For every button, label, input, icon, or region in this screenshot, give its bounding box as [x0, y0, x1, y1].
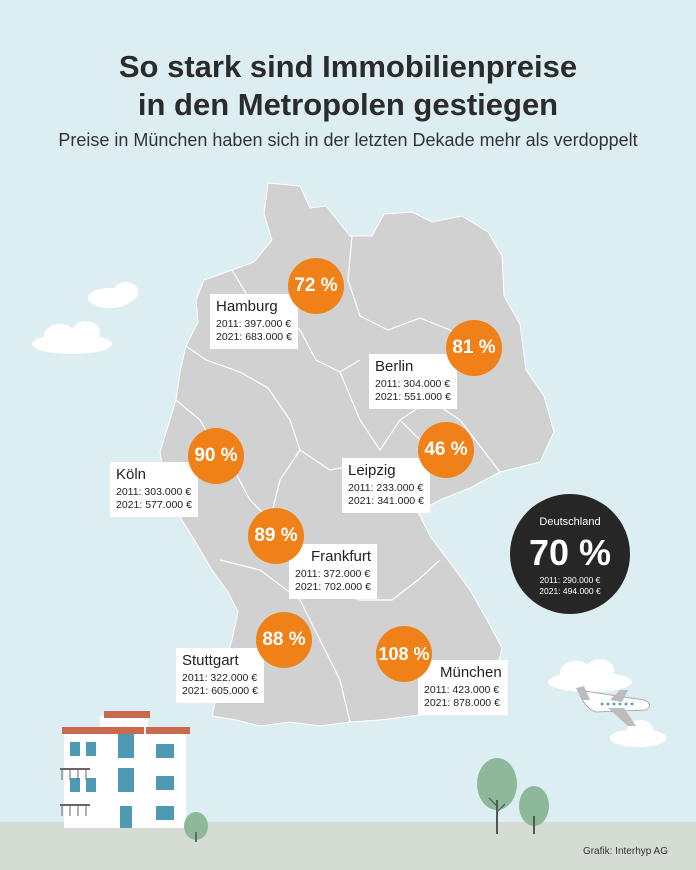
price-2011: 2011: 233.000 € [348, 482, 424, 494]
percent-badge-frankfurt: 89 % [248, 508, 304, 564]
price-2011: 2011: 372.000 € [295, 568, 371, 580]
city-card-muenchen: München 2011: 423.000 € 2021: 878.000 € [418, 660, 508, 715]
city-name: Frankfurt [311, 548, 372, 565]
price-2021: 2021: 551.000 € [375, 391, 451, 403]
price-2011: 2011: 303.000 € [116, 486, 192, 498]
city-card-leipzig: Leipzig 2011: 233.000 € 2021: 341.000 € [342, 458, 430, 513]
price-2021: 2021: 878.000 € [424, 697, 500, 709]
page-title-line-2: in den Metropolen gestiegen [137, 87, 559, 122]
price-2021: 2021: 341.000 € [348, 495, 424, 507]
page-subtitle: Preise in München haben sich in der letz… [58, 130, 638, 150]
germany-price-2021: 2021: 494.000 € [539, 586, 601, 596]
cloud-icon [88, 282, 138, 308]
price-2021: 2021: 605.000 € [182, 685, 258, 697]
image-credit: Grafik: Interhyp AG [582, 846, 668, 857]
ground-strip [0, 822, 696, 870]
cloud-icon [32, 321, 112, 354]
city-name: Stuttgart [182, 652, 239, 669]
price-2021: 2021: 577.000 € [116, 499, 192, 511]
price-2021: 2021: 702.000 € [295, 581, 371, 593]
bush-icon [184, 812, 208, 842]
city-name: Köln [116, 466, 147, 483]
city-card-koeln: Köln 2011: 303.000 € 2021: 577.000 € [110, 462, 198, 517]
tree-icon [477, 758, 517, 834]
price-2011: 2011: 304.000 € [375, 378, 451, 390]
germany-total-badge: Deutschland 70 % 2011: 290.000 € 2021: 4… [510, 494, 630, 614]
tree-icon [519, 786, 549, 834]
cloud-icon [548, 659, 632, 692]
city-card-frankfurt: Frankfurt 2011: 372.000 € 2021: 702.000 … [289, 544, 378, 599]
city-name: Berlin [375, 358, 414, 375]
city-card-berlin: Berlin 2011: 304.000 € 2021: 551.000 € [369, 354, 457, 409]
percent-badge-hamburg: 72 % [288, 258, 344, 314]
city-name: Hamburg [216, 298, 278, 315]
airplane-icon [576, 686, 650, 726]
germany-label: Deutschland [539, 516, 601, 528]
percent-badge-stuttgart: 88 % [256, 612, 312, 668]
city-card-stuttgart: Stuttgart 2011: 322.000 € 2021: 605.000 … [176, 648, 264, 703]
germany-price-2011: 2011: 290.000 € [539, 575, 601, 585]
percent-badge-berlin: 81 % [446, 320, 502, 376]
price-2011: 2011: 322.000 € [182, 672, 258, 684]
percent-badge-leipzig: 46 % [418, 422, 474, 478]
city-name: Leipzig [348, 462, 396, 479]
city-card-hamburg: Hamburg 2011: 397.000 € 2021: 683.000 € [210, 294, 298, 349]
germany-percent: 70 % [528, 532, 612, 573]
price-2011: 2011: 423.000 € [424, 684, 500, 696]
percent-badge-koeln: 90 % [188, 428, 244, 484]
price-2021: 2021: 683.000 € [216, 331, 292, 343]
price-2011: 2011: 397.000 € [216, 318, 292, 330]
percent-badge-muenchen: 108 % [376, 626, 432, 682]
cloud-icon [610, 720, 666, 747]
page-title-line-1: So stark sind Immobilienpreise [118, 49, 578, 84]
house-icon [60, 711, 190, 828]
city-name: München [440, 664, 502, 681]
